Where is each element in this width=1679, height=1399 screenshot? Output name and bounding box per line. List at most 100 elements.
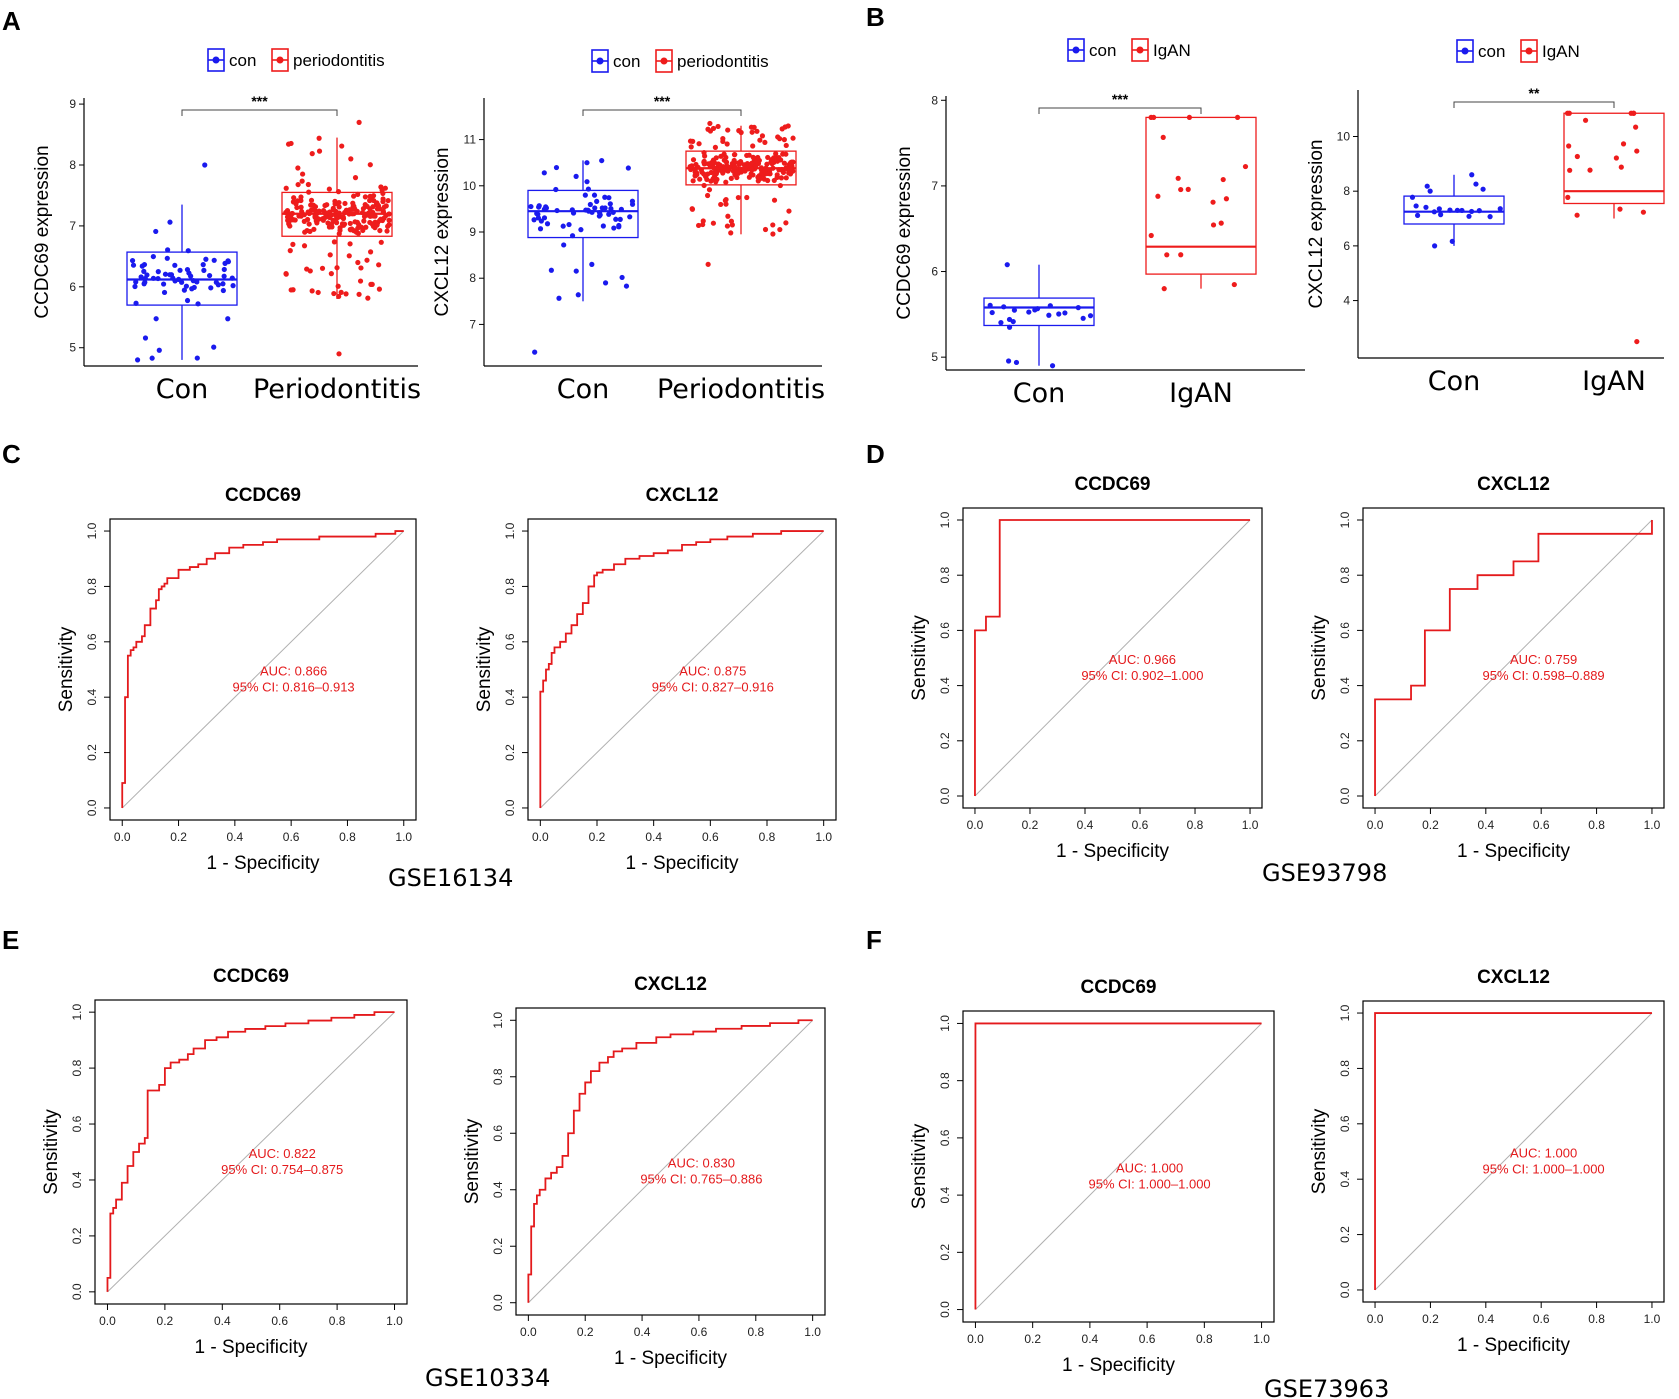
legend-key-dot xyxy=(1136,46,1144,54)
data-point xyxy=(130,262,137,268)
y-tick-label: 0.4 xyxy=(1338,677,1352,694)
x-tick-label: 0.6 xyxy=(1533,818,1550,832)
y-tick-label: 0.0 xyxy=(491,1294,505,1311)
data-point xyxy=(155,269,161,275)
data-point xyxy=(723,159,730,165)
data-point xyxy=(156,347,162,353)
data-point xyxy=(770,231,776,237)
data-point xyxy=(732,151,738,158)
data-point xyxy=(330,205,336,211)
data-point xyxy=(201,267,207,273)
data-point xyxy=(778,175,784,181)
data-point xyxy=(543,204,549,210)
data-point xyxy=(309,151,315,157)
data-point xyxy=(703,173,709,180)
plot-frame xyxy=(109,518,417,821)
data-point xyxy=(301,218,307,224)
data-point xyxy=(761,168,768,174)
data-point xyxy=(335,283,341,289)
data-point xyxy=(687,138,694,144)
data-point xyxy=(185,248,191,254)
data-point xyxy=(331,239,338,245)
data-point xyxy=(561,242,567,248)
data-point xyxy=(340,214,346,220)
data-point xyxy=(704,192,711,199)
data-point xyxy=(342,200,348,207)
x-tick-label: 0.4 xyxy=(1077,818,1094,832)
bracket-line xyxy=(1038,107,1202,114)
x-tick-label: 0.6 xyxy=(691,1325,708,1339)
roc-curve xyxy=(106,1011,395,1292)
data-point xyxy=(560,223,566,229)
data-point xyxy=(1080,315,1086,321)
legend-entry-0: con xyxy=(591,49,640,73)
y-tick-label: 0.4 xyxy=(938,677,952,694)
data-point xyxy=(1409,194,1416,200)
x-tick-label: 0.6 xyxy=(271,1314,288,1328)
y-tick-label: 0.0 xyxy=(1338,787,1352,804)
significance-stars: *** xyxy=(1112,91,1129,107)
data-point xyxy=(289,210,295,217)
data-point xyxy=(1062,310,1068,316)
box-1 xyxy=(685,120,797,267)
data-point xyxy=(602,194,608,200)
data-point xyxy=(613,216,619,222)
y-tick-label: 8 xyxy=(69,158,76,172)
y-tick-label: 7 xyxy=(69,219,76,233)
y-tick-label: 0.8 xyxy=(1338,1060,1352,1077)
x-category-label: Periodontitis xyxy=(657,374,825,405)
data-point xyxy=(585,207,591,213)
x-tick-label: 0.8 xyxy=(339,830,356,844)
box-1 xyxy=(1563,110,1665,345)
x-tick-label: 0.0 xyxy=(1367,818,1384,832)
data-point xyxy=(308,197,315,203)
data-point xyxy=(346,253,352,259)
data-point xyxy=(1431,209,1437,215)
data-point xyxy=(367,249,374,255)
data-point xyxy=(307,228,313,235)
data-point xyxy=(369,281,375,288)
data-point xyxy=(1148,232,1154,239)
chart-a2: 7 8 9 10 11 CXCL12 expression Con Periodontitis… xyxy=(432,49,825,405)
data-point xyxy=(1046,312,1052,318)
y-tick-label: 1.0 xyxy=(1338,511,1352,528)
data-point xyxy=(385,223,391,229)
data-point xyxy=(336,351,342,357)
auc-ci-label: 95% CI: 0.765–0.886 xyxy=(640,1172,762,1187)
y-tick-label: 0.2 xyxy=(503,744,517,761)
data-point xyxy=(221,273,227,279)
data-point xyxy=(695,164,701,170)
data-point xyxy=(585,186,591,192)
data-point xyxy=(355,191,361,197)
auc-label: AUC: 0.966 xyxy=(1109,652,1176,667)
data-point xyxy=(1459,207,1465,214)
data-point xyxy=(1155,193,1161,199)
data-point xyxy=(606,211,612,217)
data-point xyxy=(695,222,702,229)
data-point xyxy=(788,162,794,168)
chart-b2: 4 6 8 10 CXCL12 expression Con IgAN con IgAN ** xyxy=(1306,39,1665,397)
data-point xyxy=(1164,252,1170,258)
x-tick-label: 1.0 xyxy=(386,1314,403,1328)
roc-title: CCDC69 xyxy=(1074,474,1150,495)
data-point xyxy=(138,274,144,280)
legend-label: IgAN xyxy=(1153,41,1191,60)
y-tick-label: 0.8 xyxy=(70,1059,84,1076)
data-point xyxy=(1633,124,1639,130)
roc-title: CXCL12 xyxy=(1477,967,1550,988)
data-point xyxy=(587,201,593,208)
data-point xyxy=(362,194,368,200)
y-tick-label: 10 xyxy=(463,179,477,193)
data-point xyxy=(328,271,334,277)
data-point xyxy=(162,271,169,277)
data-point xyxy=(324,202,330,208)
data-point xyxy=(573,173,579,179)
data-point xyxy=(1447,207,1453,213)
x-category-label: Con xyxy=(1428,366,1480,397)
data-point xyxy=(783,220,789,226)
data-point xyxy=(312,204,319,210)
y-axis-title: Sensitivity xyxy=(462,1118,483,1204)
data-point xyxy=(1432,243,1438,249)
data-point xyxy=(339,221,346,227)
data-point xyxy=(1617,206,1623,212)
